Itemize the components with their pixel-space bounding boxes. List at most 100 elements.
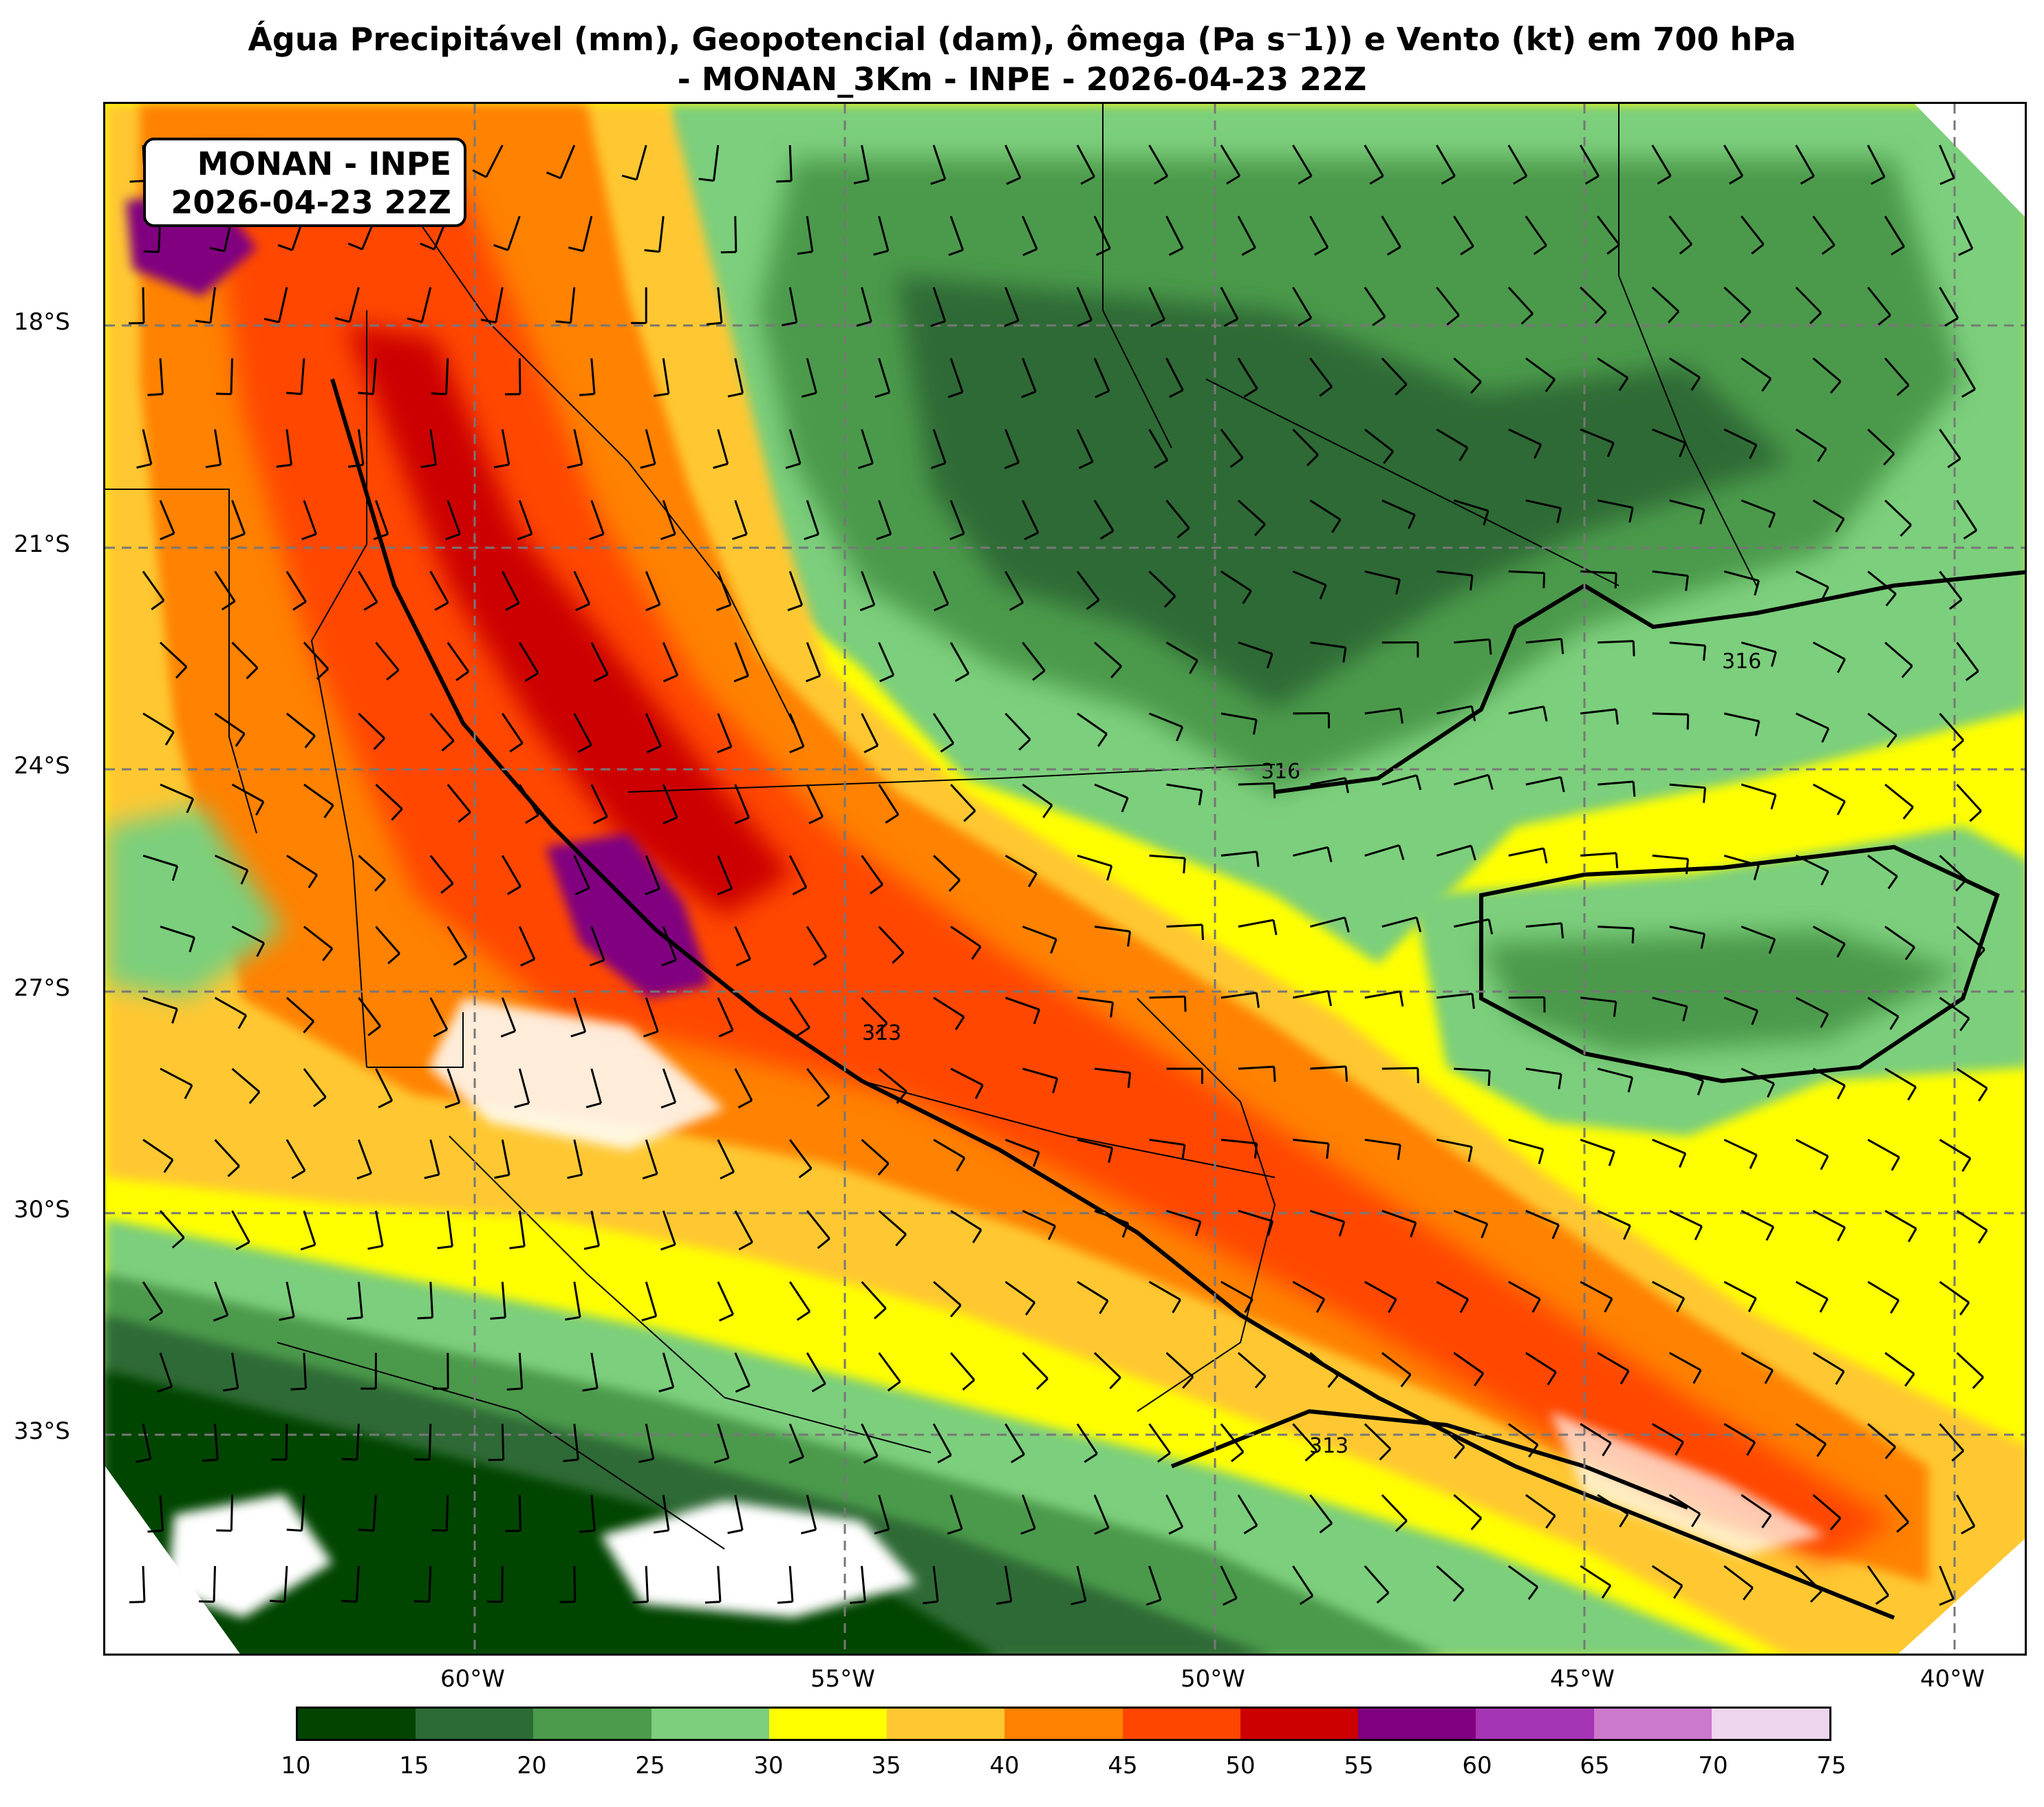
wind-barb-feather bbox=[301, 533, 316, 541]
wind-barb bbox=[662, 1068, 677, 1103]
wind-barb bbox=[1795, 1138, 1829, 1157]
wind-barb bbox=[214, 570, 236, 602]
wind-barb-feather bbox=[1746, 1442, 1756, 1456]
wind-barb-feather bbox=[567, 1173, 583, 1179]
precipitable-water-field bbox=[105, 104, 2025, 1654]
wind-barb-feather bbox=[1338, 1221, 1346, 1237]
wind-barb-feather bbox=[1753, 865, 1760, 881]
wind-barb bbox=[662, 358, 670, 394]
wind-barb-feather bbox=[954, 672, 969, 683]
wind-barb bbox=[1669, 1067, 1704, 1082]
wind-barb bbox=[645, 997, 659, 1032]
wind-barb-feather bbox=[1398, 844, 1405, 860]
wind-barb-feather bbox=[374, 879, 387, 892]
wind-barb bbox=[573, 713, 592, 746]
wind-barb bbox=[1668, 1351, 1701, 1371]
wind-barb-feather bbox=[643, 1030, 658, 1038]
wind-barb-feather bbox=[1679, 1153, 1687, 1168]
wind-barb bbox=[501, 1424, 505, 1460]
wind-barb bbox=[358, 855, 387, 881]
wind-barb bbox=[734, 216, 738, 253]
wind-barb-feather bbox=[1154, 459, 1168, 469]
wind-barb bbox=[356, 1424, 360, 1460]
title-line-1: Água Precipitável (mm), Geopotencial (da… bbox=[248, 21, 1796, 58]
wind-barb bbox=[878, 784, 899, 815]
wind-barb-feather bbox=[348, 464, 364, 468]
wind-barb-feather bbox=[856, 321, 872, 327]
field-purple-core bbox=[546, 833, 711, 998]
wind-barb bbox=[1238, 919, 1274, 928]
wind-barb-feather bbox=[713, 1457, 729, 1464]
wind-barb bbox=[1004, 855, 1037, 875]
wind-barb-feather bbox=[727, 1529, 743, 1535]
wind-barb-feather bbox=[1145, 1598, 1161, 1606]
wind-barb bbox=[1238, 1065, 1274, 1070]
wind-barb bbox=[1668, 357, 1701, 378]
wind-barb bbox=[1884, 641, 1913, 667]
wind-barb bbox=[590, 1210, 600, 1246]
wind-barb-feather bbox=[1172, 1298, 1181, 1314]
wind-barb bbox=[788, 1139, 813, 1169]
colorbar-seg-45-50 bbox=[1122, 1709, 1240, 1739]
wind-barb bbox=[286, 855, 318, 876]
wind-barb bbox=[1381, 1351, 1412, 1376]
wind-barb-feather bbox=[213, 1314, 228, 1322]
wind-barb bbox=[231, 500, 246, 535]
lon-label-40w: 40°W bbox=[1920, 1665, 1985, 1693]
wind-barb bbox=[861, 287, 872, 322]
wind-barb bbox=[949, 500, 965, 535]
wind-barb bbox=[1220, 570, 1252, 592]
wind-barb bbox=[1867, 996, 1899, 1018]
wind-barb bbox=[662, 784, 678, 818]
wind-barb-feather bbox=[1086, 599, 1100, 610]
wind-barb bbox=[348, 287, 360, 323]
wind-barb bbox=[142, 712, 175, 734]
wind-barb bbox=[1956, 357, 1976, 390]
wind-barb bbox=[1812, 215, 1836, 246]
wind-barb bbox=[662, 500, 676, 535]
wind-barb bbox=[518, 1495, 521, 1531]
wind-barb bbox=[1453, 1210, 1488, 1225]
wind-barb bbox=[1723, 1138, 1757, 1156]
wind-barb-feather bbox=[645, 603, 660, 612]
wind-barb-feather bbox=[524, 672, 539, 682]
wind-barb bbox=[1310, 916, 1346, 928]
wind-barb bbox=[645, 1281, 658, 1317]
wind-barb-feather bbox=[1668, 310, 1680, 323]
wind-barb-feather bbox=[660, 533, 676, 540]
contour-label-east-1: 316 bbox=[1261, 760, 1300, 784]
wind-barb bbox=[159, 358, 164, 394]
wind-barb bbox=[303, 1352, 307, 1389]
wind-barb-feather bbox=[437, 1245, 453, 1250]
wind-barb-feather bbox=[1004, 319, 1019, 328]
wind-barb bbox=[1076, 1565, 1087, 1601]
badge-line-2: 2026-04-23 22Z bbox=[171, 184, 451, 221]
wind-barb bbox=[1795, 428, 1827, 450]
wind-barb-feather bbox=[1691, 1513, 1701, 1528]
wind-barb-feather bbox=[263, 317, 279, 323]
wind-barb-feather bbox=[1891, 246, 1905, 256]
wind-barb-feather bbox=[504, 602, 519, 612]
wind-barb bbox=[1364, 844, 1400, 857]
wind-barb bbox=[878, 1495, 890, 1530]
wind-barb-feather bbox=[1272, 919, 1278, 935]
wind-barb-feather bbox=[1035, 1378, 1048, 1390]
wind-barb-feather bbox=[575, 603, 590, 612]
wind-barb-feather bbox=[1042, 804, 1053, 818]
wind-barb-feather bbox=[1267, 1221, 1274, 1237]
wind-barb bbox=[428, 1565, 432, 1602]
wind-barb bbox=[1723, 712, 1760, 723]
wind-barb bbox=[1580, 708, 1617, 715]
wind-barb bbox=[1812, 783, 1846, 802]
wind-barb bbox=[1651, 286, 1680, 312]
wind-barb bbox=[1795, 855, 1829, 873]
wind-barb-feather bbox=[734, 816, 750, 824]
wind-barb-feather bbox=[500, 1030, 516, 1038]
wind-barb bbox=[1652, 1138, 1686, 1155]
wind-barb-feather bbox=[1528, 1444, 1539, 1458]
wind-barb bbox=[1884, 783, 1914, 808]
wind-barb bbox=[1668, 1494, 1701, 1515]
wind-barb bbox=[590, 784, 608, 817]
wind-barb bbox=[734, 358, 744, 394]
wind-barb bbox=[214, 1424, 219, 1460]
